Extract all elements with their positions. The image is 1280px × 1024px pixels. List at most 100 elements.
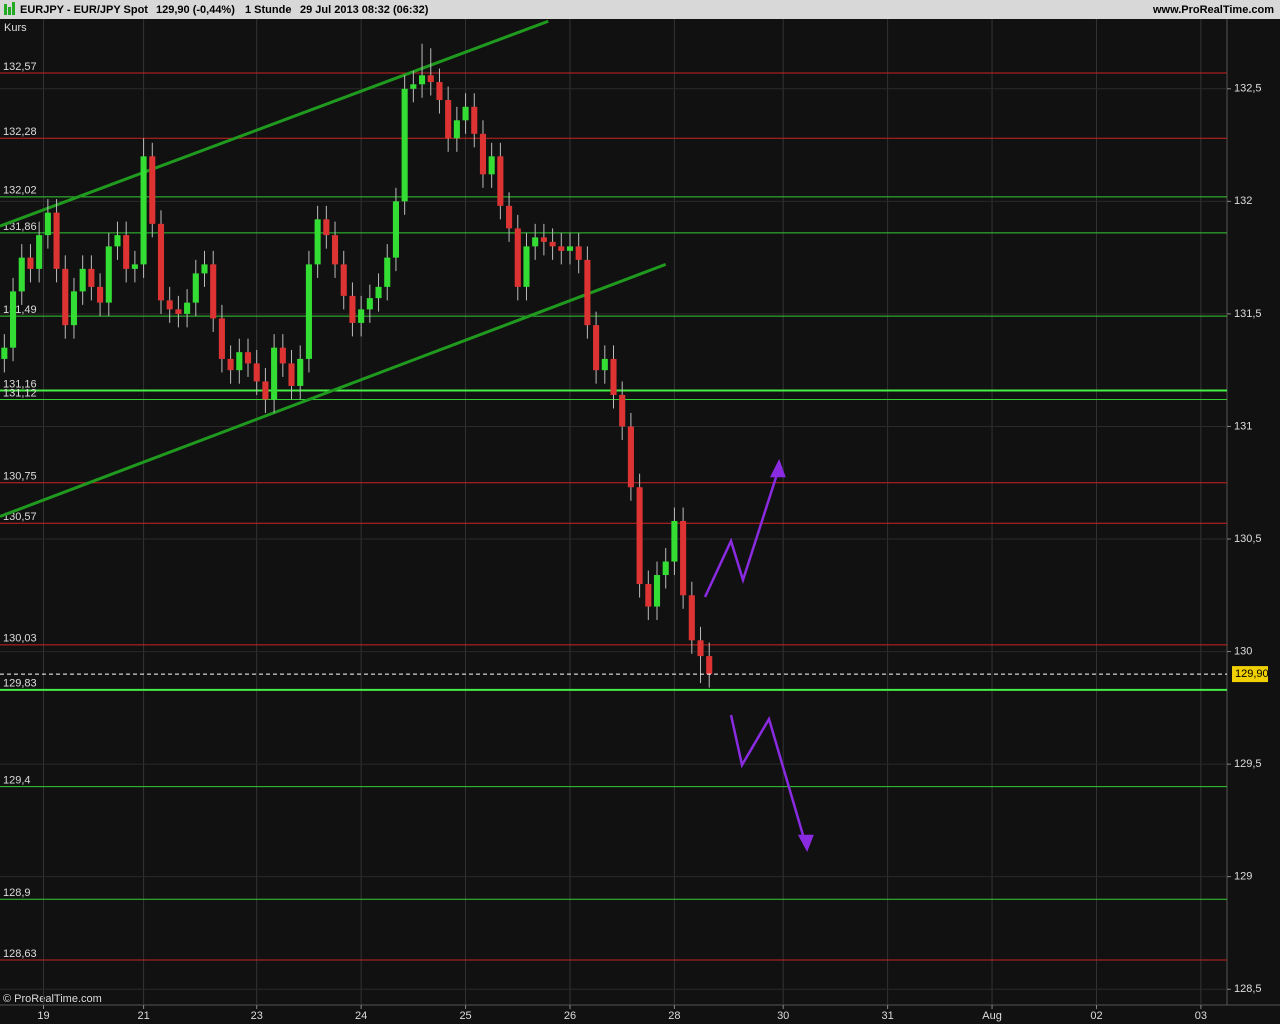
candle-body <box>540 237 547 242</box>
y-axis-label: Kurs <box>4 22 27 34</box>
x-tick-label: 23 <box>251 1010 263 1022</box>
x-tick-label: 30 <box>777 1010 789 1022</box>
candle-body <box>18 257 25 292</box>
candle-body <box>349 295 356 323</box>
candle-body <box>236 352 243 371</box>
candle-body <box>549 241 556 247</box>
candle-body <box>445 100 452 139</box>
candle-body <box>210 264 217 319</box>
candle-body <box>419 75 426 85</box>
candle-body <box>671 521 678 562</box>
candle-body <box>175 309 182 314</box>
candle-body <box>584 259 591 326</box>
candle-body <box>340 264 347 296</box>
level-label: 131,49 <box>3 304 37 316</box>
candle-body <box>123 235 130 269</box>
level-label: 131,86 <box>3 221 37 233</box>
candle-body <box>53 212 60 269</box>
header-icon <box>12 2 15 15</box>
candle-body <box>166 300 173 310</box>
x-tick-label: 19 <box>37 1010 49 1022</box>
candle-body <box>244 352 252 364</box>
candle-body <box>62 268 69 326</box>
level-label: 132,57 <box>3 61 37 73</box>
candle-body <box>288 363 295 386</box>
candle-body <box>514 228 521 287</box>
level-label: 129,4 <box>3 775 31 787</box>
candle-body <box>227 358 234 371</box>
level-label: 131,12 <box>3 387 37 399</box>
candle-body <box>688 595 695 641</box>
arrow-down <box>729 714 807 843</box>
candle-body <box>706 656 713 675</box>
candle-body <box>79 268 86 292</box>
candle-body <box>384 257 391 287</box>
x-tick-label: 02 <box>1090 1010 1102 1022</box>
plot-area: 19 21 23 24 25 26 28 30 31 Aug 02 03 132,5 132 131,5 13… <box>0 19 1269 1022</box>
candle-body <box>305 264 312 359</box>
level-label: 129,83 <box>3 678 37 690</box>
candle-body <box>358 309 365 323</box>
candle-body <box>375 286 382 299</box>
arrow-head <box>769 458 786 478</box>
candle-body <box>558 246 565 251</box>
y-tick-label: 130 <box>1234 645 1252 657</box>
candle-body <box>680 521 687 596</box>
candle-body <box>619 394 626 427</box>
last-price-label: 129,90 <box>1235 668 1269 680</box>
candle-body <box>627 426 634 488</box>
candle-body <box>323 219 330 236</box>
candle-body <box>436 82 443 101</box>
candle-body <box>105 246 112 303</box>
candle-body <box>279 347 286 364</box>
candle-body <box>297 358 304 386</box>
candle-body <box>479 133 487 175</box>
level-label: 130,03 <box>3 633 37 645</box>
y-tick-label: 131,5 <box>1234 308 1262 320</box>
candle-body <box>453 120 460 139</box>
candle-body <box>523 246 530 287</box>
last-price-box <box>1232 666 1268 683</box>
source: www.ProRealTime.com <box>1152 4 1274 16</box>
x-tick-label: 31 <box>881 1010 893 1022</box>
level-label: 132,28 <box>3 126 37 138</box>
candle-body <box>593 325 600 371</box>
trendline <box>0 19 549 228</box>
candle-body <box>70 291 78 326</box>
candle-body <box>506 205 513 229</box>
candle-body <box>131 264 138 269</box>
candle-body <box>10 291 17 348</box>
level-label: 131,16 <box>3 378 37 390</box>
candle-body <box>192 273 199 303</box>
y-tick-label: 131 <box>1234 420 1252 432</box>
trendline <box>0 262 667 518</box>
candle-body <box>262 381 269 400</box>
candle-body <box>410 84 417 89</box>
candle-body <box>366 298 373 310</box>
candle-body <box>601 358 608 371</box>
candle-body <box>114 235 121 247</box>
y-tick-label: 130,5 <box>1234 533 1262 545</box>
level-label: 128,63 <box>3 948 37 960</box>
y-tick-label: 129 <box>1234 871 1252 883</box>
candle-body <box>88 268 95 287</box>
y-tick-label: 132 <box>1234 195 1252 207</box>
candle-body <box>140 156 147 265</box>
candle-body <box>488 156 495 175</box>
level-label: 130,57 <box>3 511 37 523</box>
header-icon <box>4 4 7 15</box>
candle-body <box>427 75 434 83</box>
candle-body <box>662 561 669 576</box>
y-tick-label: 132,5 <box>1234 83 1262 95</box>
level-label: 128,9 <box>3 887 31 899</box>
level-label: 132,02 <box>3 185 37 197</box>
x-tick-label: 24 <box>355 1010 367 1022</box>
candle-body <box>97 286 104 303</box>
candle-body <box>532 237 539 247</box>
x-tick-label: 21 <box>137 1010 149 1022</box>
interval: 1 Stunde <box>245 4 291 16</box>
candle-body <box>1 347 8 359</box>
candle-body <box>157 223 165 301</box>
candle-body <box>331 235 339 265</box>
